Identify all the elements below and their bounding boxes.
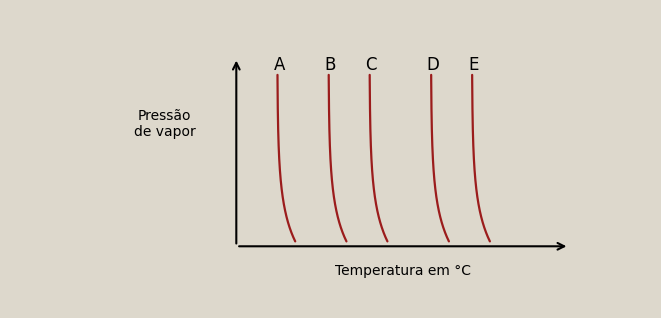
Text: Temperatura em °C: Temperatura em °C <box>335 264 471 278</box>
Text: Pressão
de vapor: Pressão de vapor <box>134 109 196 139</box>
Text: B: B <box>325 56 336 74</box>
Text: A: A <box>274 56 286 74</box>
Text: D: D <box>426 56 439 74</box>
Text: E: E <box>468 56 479 74</box>
Text: C: C <box>366 56 377 74</box>
